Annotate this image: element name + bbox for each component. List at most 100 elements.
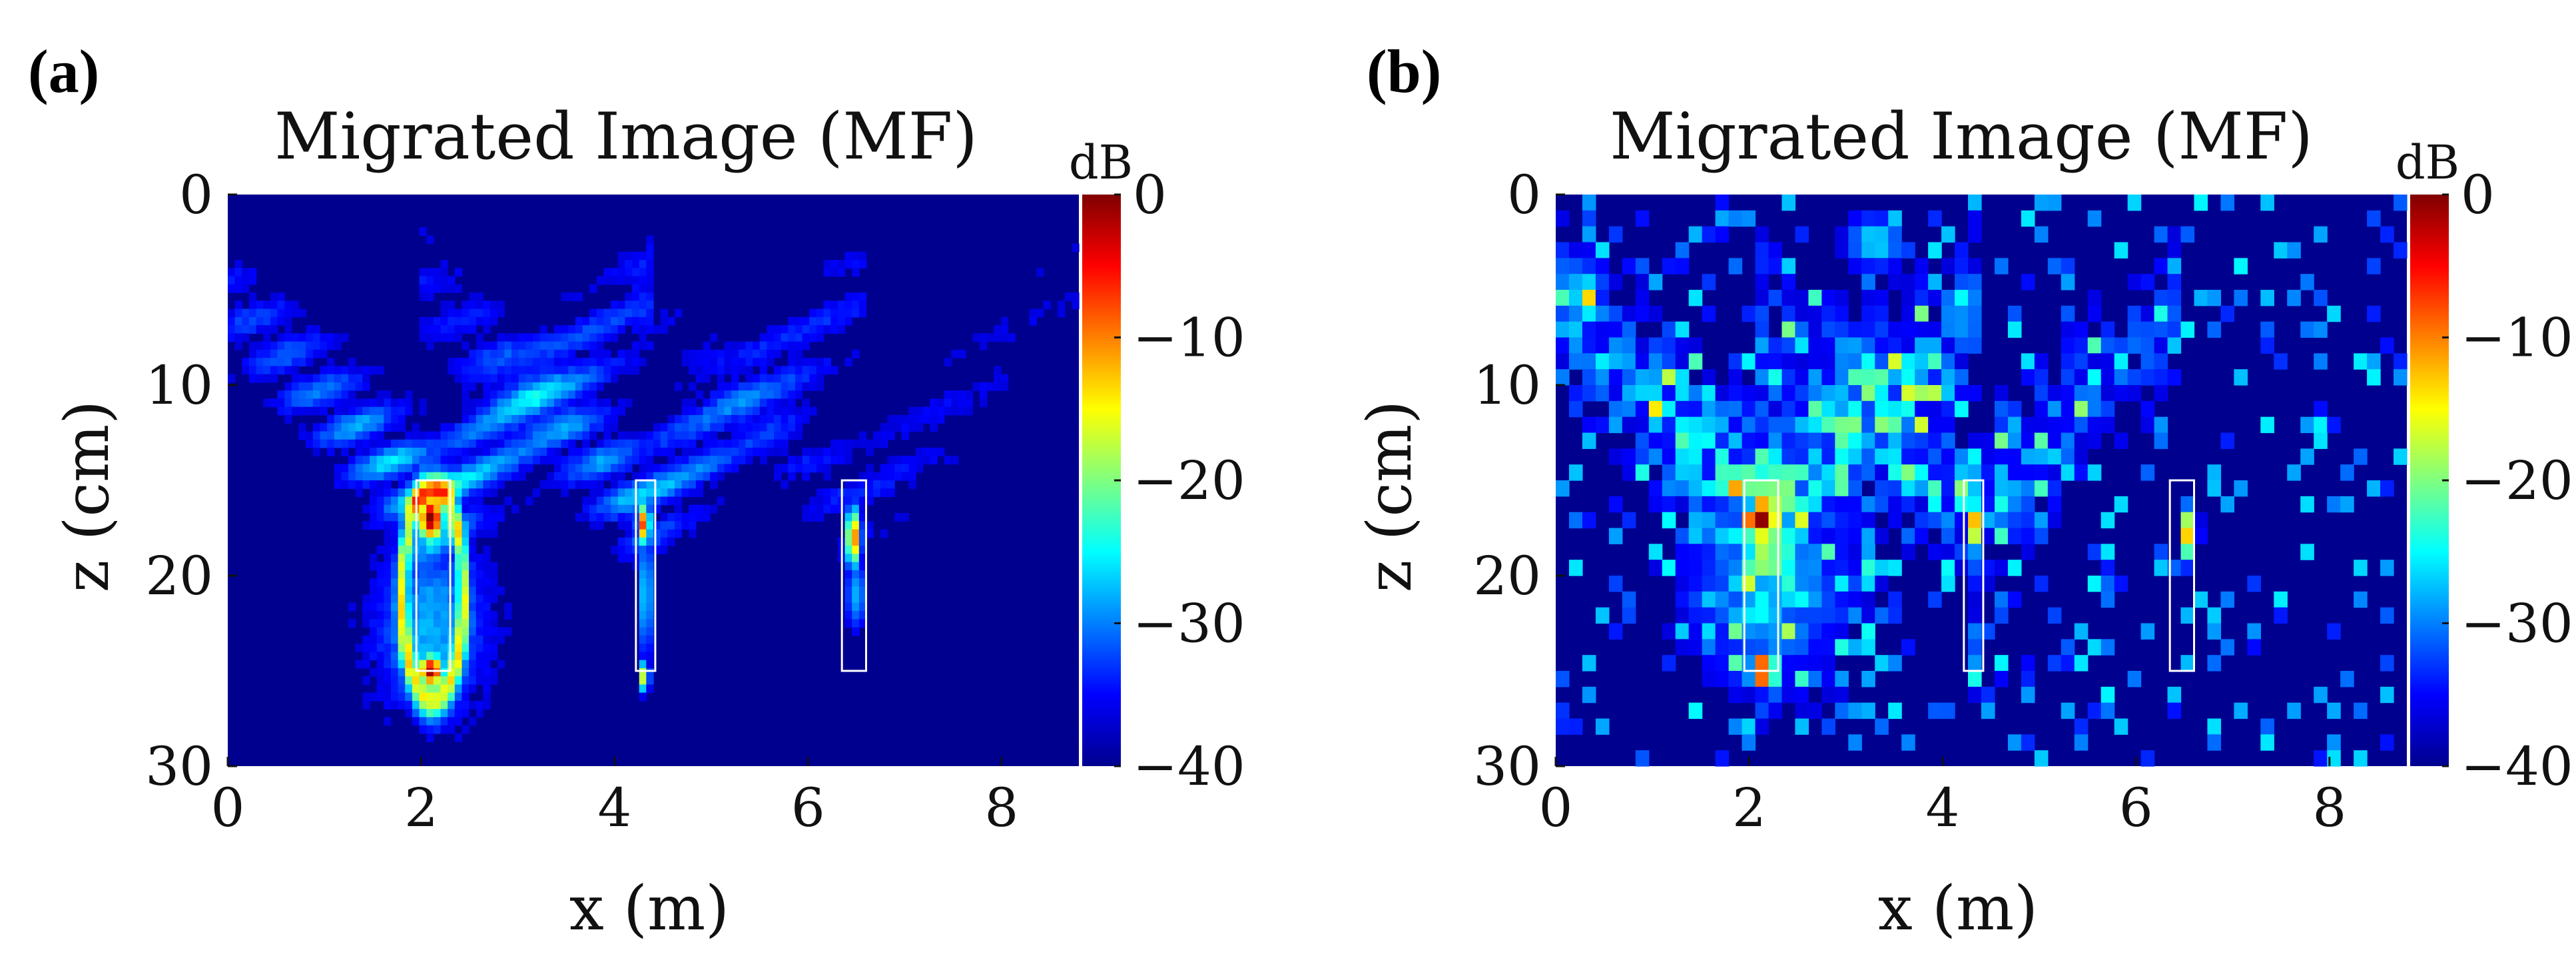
heatmap-cell — [1568, 560, 1583, 576]
heatmap-cell — [788, 390, 796, 400]
heatmap-cell — [2034, 226, 2049, 243]
heatmap-cell — [582, 472, 590, 481]
heatmap-cell — [504, 390, 512, 400]
heatmap-cell — [462, 725, 470, 734]
heatmap-cell — [398, 414, 406, 424]
heatmap-cell — [341, 406, 349, 416]
heatmap-cell — [717, 472, 725, 481]
heatmap-cell — [448, 480, 456, 489]
heatmap-cell — [561, 358, 569, 366]
heatmap-cell — [632, 439, 640, 448]
heatmap-cell — [419, 504, 427, 514]
heatmap-cell — [454, 472, 463, 481]
heatmap-cell — [440, 496, 448, 506]
heatmap-cell — [1755, 623, 1770, 640]
heatmap-cell — [1955, 528, 1969, 544]
heatmap-cell — [809, 382, 817, 391]
heatmap-cell — [1702, 655, 1716, 672]
heatmap-cell — [2061, 321, 2075, 338]
heatmap-cell — [547, 456, 555, 465]
heatmap-cell — [390, 414, 399, 424]
heatmap-cell — [1928, 385, 1942, 402]
heatmap-cell — [234, 325, 242, 334]
heatmap-cell — [1608, 337, 1623, 354]
heatmap-cell — [334, 390, 342, 400]
heatmap-cell — [603, 276, 611, 285]
heatmap-cell — [731, 341, 739, 350]
heatmap-cell — [1994, 432, 2009, 449]
heatmap-cell — [1715, 671, 1730, 688]
heatmap-cell — [454, 578, 463, 587]
heatmap-cell — [901, 513, 909, 522]
heatmap-cell — [376, 504, 384, 514]
heatmap-cell — [433, 472, 442, 481]
heatmap-cell — [1955, 337, 1969, 354]
heatmap-cell — [653, 521, 661, 530]
heatmap-cell — [469, 406, 477, 416]
heatmap-cell — [469, 382, 477, 391]
heatmap-cell — [1795, 369, 1809, 386]
heatmap-cell — [568, 423, 576, 432]
heatmap-cell — [405, 464, 413, 473]
heatmap-cell — [348, 431, 356, 440]
heatmap-cell — [1688, 464, 1703, 481]
heatmap-cell — [511, 358, 519, 366]
heatmap-cell — [611, 464, 619, 473]
heatmap-cell — [539, 341, 547, 350]
heatmap-cell — [625, 358, 633, 366]
heatmap-cell — [1568, 353, 1583, 370]
heatmap-cell — [788, 414, 796, 424]
heatmap-cell — [2274, 607, 2288, 624]
heatmap-cell — [1888, 702, 1902, 720]
heatmap-cell — [617, 504, 625, 514]
heatmap-cell — [483, 676, 491, 686]
heatmap-cell — [653, 431, 661, 440]
heatmap-cell — [759, 349, 767, 358]
heatmap-cell — [490, 341, 498, 350]
heatmap-cell — [504, 472, 512, 481]
heatmap-cell — [561, 374, 569, 383]
heatmap-cell — [703, 456, 711, 465]
heatmap-cell — [795, 349, 803, 358]
heatmap-cell — [575, 513, 583, 522]
heatmap-cell — [426, 521, 434, 530]
heatmap-cell — [1941, 432, 1955, 449]
heatmap-cell — [362, 635, 370, 644]
heatmap-cell — [646, 284, 654, 293]
heatmap-cell — [348, 480, 356, 489]
heatmap-cell — [483, 488, 491, 498]
heatmap-cell — [1808, 671, 1822, 688]
heatmap-cell — [348, 456, 356, 465]
heatmap-cell — [355, 644, 363, 652]
heatmap-cell — [653, 423, 661, 432]
heatmap-cell — [767, 390, 775, 400]
heatmap-cell — [2194, 290, 2208, 306]
heatmap-cell — [256, 374, 264, 383]
heatmap-cell — [774, 325, 782, 334]
heatmap-cell — [2100, 321, 2115, 338]
heatmap-cell — [1688, 702, 1703, 720]
heatmap-cell — [632, 268, 640, 277]
heatmap-cell — [753, 390, 761, 400]
heatmap-cell — [788, 316, 796, 326]
heatmap-cell — [2074, 718, 2089, 735]
heatmap-cell — [234, 268, 242, 277]
heatmap-cell — [1941, 576, 1955, 592]
heatmap-cell — [611, 325, 619, 334]
heatmap-cell — [476, 644, 483, 652]
heatmap-cell — [625, 513, 633, 522]
heatmap-cell — [228, 316, 236, 326]
heatmap-cell — [809, 316, 817, 326]
heatmap-cell — [2087, 400, 2102, 418]
heatmap-cell — [639, 308, 647, 318]
heatmap-cell — [476, 554, 483, 563]
heatmap-cell — [1941, 512, 1955, 529]
heatmap-cell — [646, 235, 654, 244]
heatmap-cell — [1715, 210, 1730, 227]
heatmap-cell — [788, 464, 796, 473]
heatmap-cell — [1648, 305, 1663, 322]
heatmap-cell — [412, 447, 420, 456]
heatmap-cell — [483, 554, 491, 563]
heatmap-cell — [2140, 623, 2155, 640]
heatmap-cell — [1688, 560, 1703, 576]
